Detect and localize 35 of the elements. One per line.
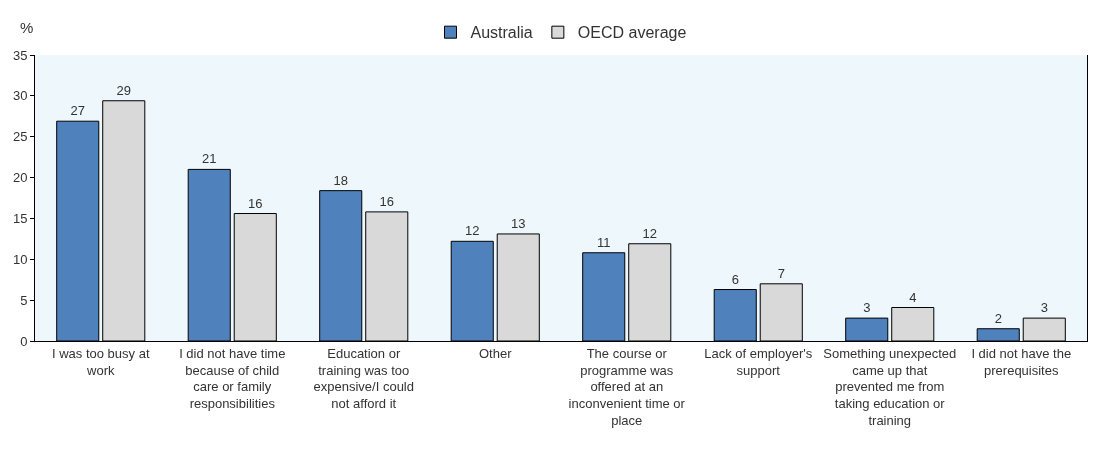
data-label: 18 — [333, 172, 348, 188]
x-tick-label: Lack of employer's support — [704, 345, 813, 378]
y-tick-label: 30 — [12, 88, 28, 104]
data-label: 12 — [465, 223, 480, 239]
y-tick-label: 20 — [12, 170, 28, 186]
data-label: 16 — [248, 195, 263, 211]
data-label: 21 — [202, 151, 217, 167]
y-tick-label: 35 — [12, 47, 28, 63]
data-label: 2 — [994, 310, 1002, 326]
y-tick-label: 25 — [12, 129, 28, 145]
x-tick-label: Education or training was too expensive/I could not afford it — [313, 345, 414, 412]
x-tick-label: Something unexpected came up that prevented me from taking education or training — [823, 345, 957, 429]
legend-label: Australia — [470, 24, 533, 42]
data-label: 16 — [379, 193, 394, 209]
x-tick-label: Other — [478, 345, 513, 361]
x-tick-label: I was too busy at work — [51, 345, 150, 378]
y-tick-label: 5 — [20, 292, 28, 308]
data-label: 6 — [731, 271, 739, 287]
data-label: 12 — [642, 225, 657, 241]
data-label: 7 — [777, 265, 785, 281]
data-label: 11 — [596, 234, 611, 250]
x-tick-label: I did not have the prerequisites — [971, 345, 1072, 378]
data-label: 29 — [116, 82, 131, 98]
data-label: 27 — [70, 103, 85, 119]
y-tick-label: 10 — [12, 251, 28, 267]
data-label: 4 — [909, 289, 917, 305]
data-label: 13 — [511, 215, 526, 231]
x-tick-label: I did not have time because of child care or family responsibilities — [179, 345, 286, 412]
y-axis-title: % — [20, 19, 34, 36]
y-tick-label: 15 — [12, 210, 28, 226]
legend-label: OECD average — [577, 24, 687, 42]
x-tick-label: The course or programme was offered at an inconvenient time or place — [568, 345, 686, 429]
y-tick-label: 0 — [20, 333, 28, 349]
data-label: 3 — [863, 300, 871, 316]
data-label: 3 — [1040, 300, 1048, 316]
